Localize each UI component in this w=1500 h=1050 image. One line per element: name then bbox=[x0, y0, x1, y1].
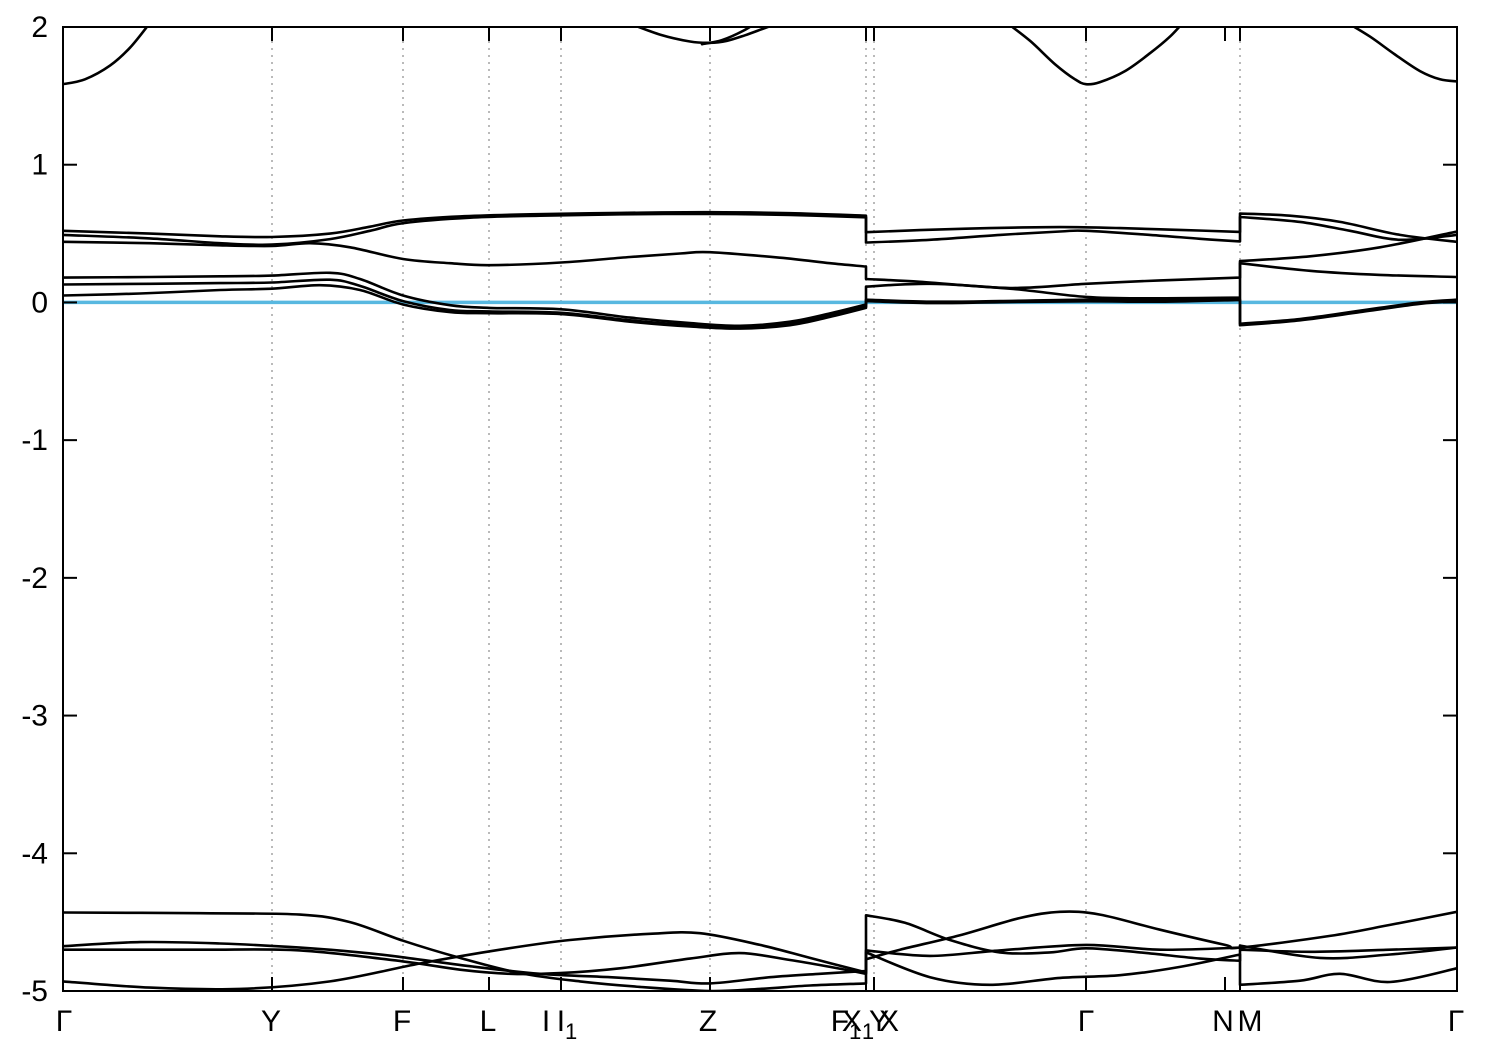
valence-band-4 bbox=[63, 910, 1457, 991]
y-tick-label: -3 bbox=[21, 700, 48, 733]
conduction-band-2 bbox=[63, 212, 1457, 247]
band-lines bbox=[63, 27, 1457, 991]
upper-band-gamma-left bbox=[63, 27, 149, 86]
k-point-label: Z bbox=[699, 1005, 717, 1038]
y-tick-label: 1 bbox=[31, 149, 48, 182]
y-tick-label: -5 bbox=[21, 975, 48, 1008]
k-point-label: L bbox=[480, 1005, 497, 1038]
k-point-label: Γ bbox=[1448, 1005, 1465, 1038]
y-tick-label: -4 bbox=[21, 837, 48, 870]
k-point-label: X bbox=[879, 1005, 899, 1038]
upper-band-z-cross bbox=[700, 27, 753, 46]
y-tick-label: 0 bbox=[31, 286, 48, 319]
k-point-label: F1 bbox=[831, 1005, 862, 1044]
valence-band-3 bbox=[63, 948, 1457, 987]
valence-band-2 bbox=[63, 940, 1457, 985]
k-point-label: Γ bbox=[1078, 1005, 1095, 1038]
upper-band-right-edge bbox=[1351, 27, 1457, 83]
k-point-label: I bbox=[542, 1005, 550, 1038]
conduction-band-3 bbox=[63, 230, 1457, 290]
k-point-label: I1 bbox=[557, 1005, 578, 1044]
k-point-label: Y bbox=[261, 1005, 281, 1038]
y-tick-label: -1 bbox=[21, 424, 48, 457]
conduction-band-6 bbox=[63, 283, 1457, 330]
plot-border bbox=[62, 26, 1458, 992]
y-tick-label: 2 bbox=[31, 11, 48, 44]
conduction-band-1 bbox=[63, 210, 1457, 244]
upper-band-gamma-right-dip bbox=[1010, 27, 1181, 86]
k-point-label: Γ bbox=[56, 1005, 73, 1038]
k-point-label: M bbox=[1238, 1005, 1263, 1038]
k-point-label: F bbox=[393, 1005, 411, 1038]
k-point-label: N bbox=[1212, 1005, 1234, 1038]
y-tick-label: -2 bbox=[21, 562, 48, 595]
k-point-label: Y bbox=[869, 1005, 889, 1038]
k-point-label: X1 bbox=[842, 1005, 874, 1044]
conduction-band-4 bbox=[63, 261, 1457, 328]
